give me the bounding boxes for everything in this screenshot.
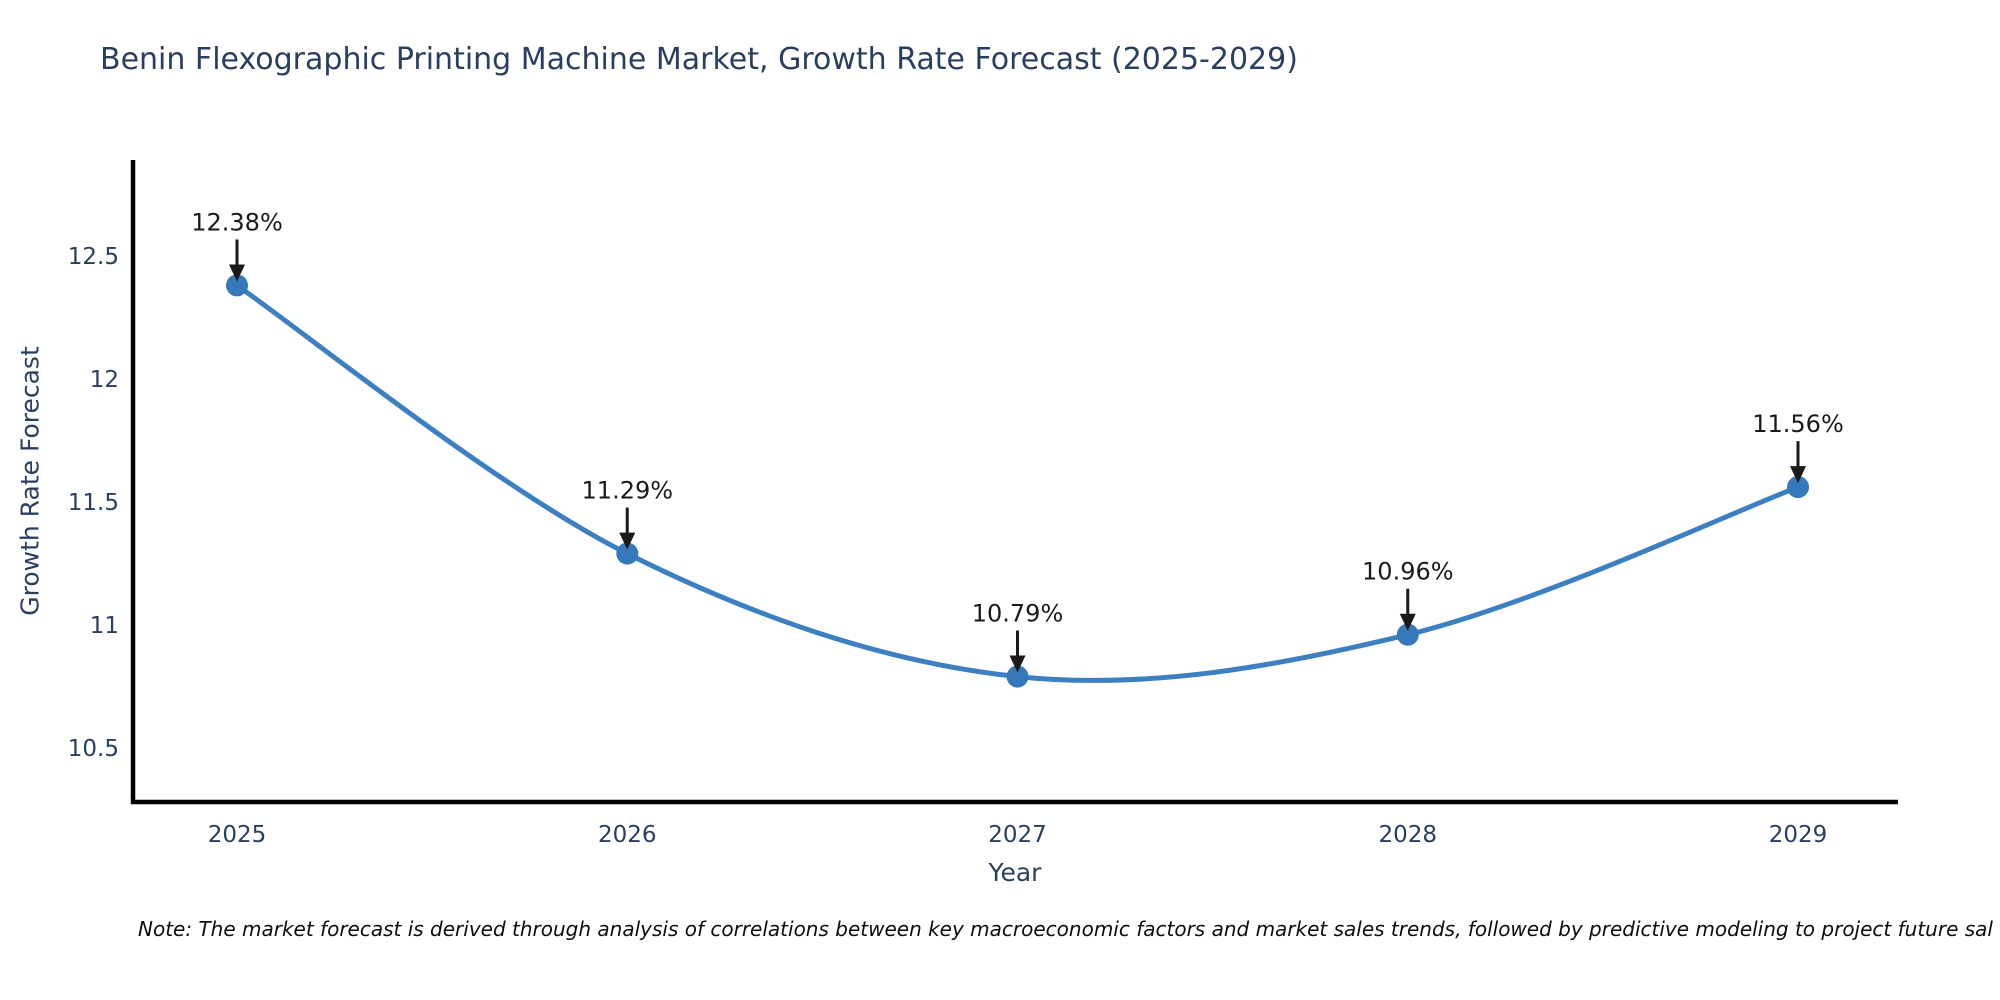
x-tick-label: 2029 xyxy=(1769,822,1828,848)
x-tick-label: 2027 xyxy=(988,822,1047,848)
footnote: Note: The market forecast is derived thr… xyxy=(138,917,1993,941)
y-tick-label: 11 xyxy=(90,613,119,639)
y-tick-label: 12.5 xyxy=(68,244,119,270)
y-tick-label: 12 xyxy=(90,367,119,393)
data-point-label: 10.96% xyxy=(1362,558,1454,586)
data-point-marker xyxy=(226,274,248,297)
data-point-marker xyxy=(1396,623,1419,646)
data-point-marker xyxy=(1787,476,1809,499)
y-tick-label: 11.5 xyxy=(68,490,119,516)
x-tick-label: 2026 xyxy=(598,822,657,848)
data-point-label: 11.29% xyxy=(582,477,674,505)
annotation-arrowhead-icon xyxy=(1399,613,1416,631)
annotation-arrowhead-icon xyxy=(1790,466,1806,484)
data-point-label: 11.56% xyxy=(1752,410,1844,438)
x-tick-label: 2025 xyxy=(208,822,267,848)
data-point-label: 10.79% xyxy=(972,600,1064,628)
annotation-arrowhead-icon xyxy=(229,264,245,282)
chart-title: Benin Flexographic Printing Machine Mark… xyxy=(100,42,1298,77)
data-point-marker xyxy=(616,542,639,565)
annotation-arrowhead-icon xyxy=(1009,655,1026,673)
data-point-label: 12.38% xyxy=(191,208,283,236)
data-point-marker xyxy=(1006,665,1029,688)
x-tick-label: 2028 xyxy=(1379,822,1438,848)
x-axis-title: Year xyxy=(988,858,1042,887)
annotation-arrowhead-icon xyxy=(619,532,636,550)
y-tick-label: 10.5 xyxy=(68,736,119,762)
y-axis-title: Growth Rate Forecast xyxy=(15,346,45,616)
